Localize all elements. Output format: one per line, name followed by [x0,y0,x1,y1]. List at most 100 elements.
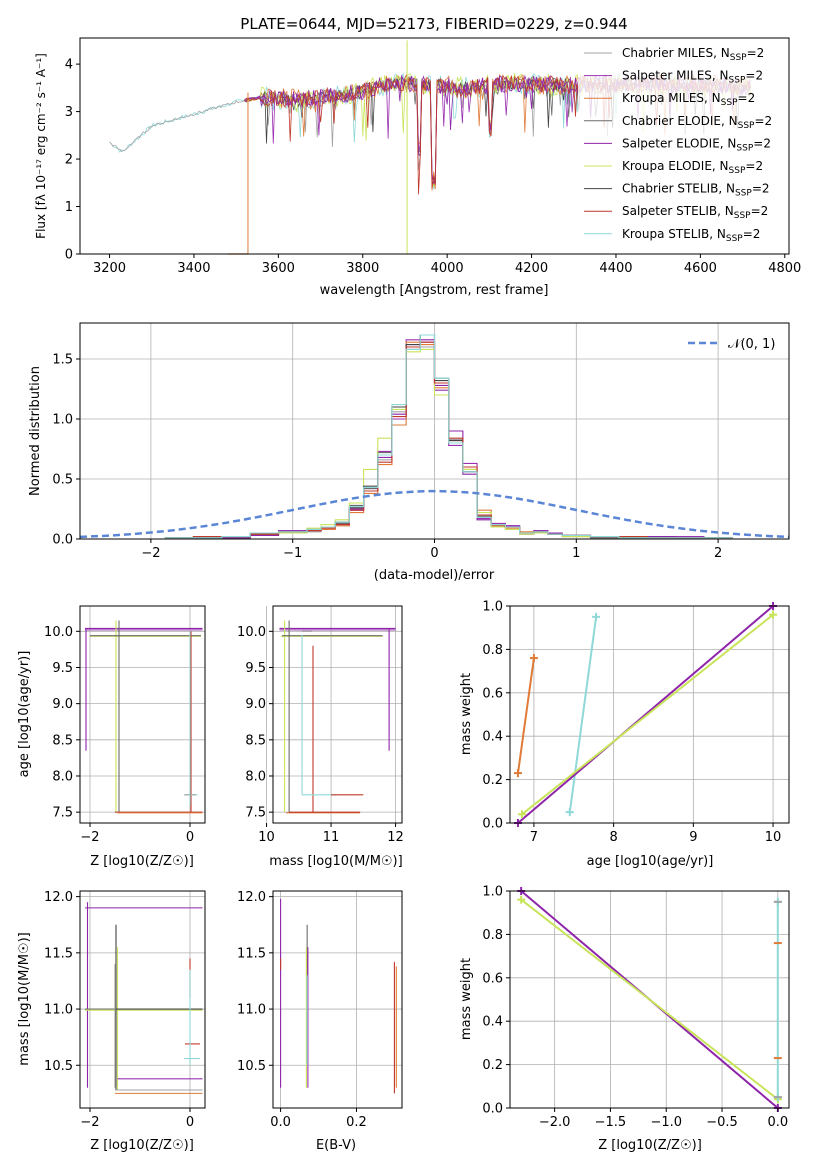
spectrum-x-tick-label: 3200 [93,261,126,276]
weight-z-y-tick-label: 0.4 [482,1015,503,1030]
mass-ebv-errorbars [280,898,397,1094]
weight-age-series-line [521,613,774,816]
mass-ebv-y-tick-label: 12.0 [237,890,266,905]
weight-age-xlabel: age [log10(age/yr)] [587,854,714,869]
age-mass-y-tick-label: 9.0 [245,697,266,712]
weight-z-lines [517,887,782,1112]
age-mass-x-tick-label: 12 [387,830,404,845]
age-mass-errorbars [279,620,396,814]
age-z-panel: Z [log10(Z/Z☉)] age [log10(age/yr)] −2 0 7… [17,605,206,869]
weight-z-series-line [520,898,779,1101]
mass-ebv-xlabel: E(B-V) [316,1138,356,1153]
mass-z-panel: Z [log10(Z/Z☉)] mass [log10(M/M☉)] −2 0 10… [17,890,206,1153]
age-z-frame [79,605,206,824]
weight-age-x-tick-label: 8 [609,830,617,845]
weight-z-y-tick-label: 0.6 [482,971,503,986]
weight-z-y-tick-label: 0.2 [482,1058,503,1073]
spectrum-x-tick-label: 4200 [515,261,548,276]
age-z-gridlines [80,606,205,823]
histogram-y-tick-label: 0.0 [52,533,73,548]
age-z-y-tick-label: 7.5 [52,806,73,821]
normal-curve [79,489,790,539]
weight-age-y-tick-label: 0.0 [482,817,503,832]
weight-age-x-tick-label: 7 [530,830,538,845]
weight-z-xlabel: Z [log10(Z/Z☉)] [598,1138,702,1153]
histogram-ticks: −2 −1 0 1 2 0.0 0.5 1.0 1.5 [52,353,722,562]
mass-ebv-x-tick-label: 0.2 [346,1115,367,1130]
histogram-y-tick-label: 0.5 [52,473,73,488]
histogram-x-tick-label: −1 [283,546,302,561]
age-z-y-tick-label: 8.0 [52,769,73,784]
age-z-y-tick-label: 9.5 [52,661,73,676]
histogram-ylabel: Normed distribution [28,366,43,496]
histogram-steps [79,334,790,540]
mass-ebv-panel: E(B-V) 0.0 0.2 10.5 11.0 11.5 12.0 [237,890,403,1153]
age-mass-x-tick-label: 10 [258,830,275,845]
mass-z-y-tick-label: 11.5 [44,946,73,961]
spectrum-legend-label: Kroupa STELIB, NSSP=2 [622,227,760,244]
spectrum-ticks: 3200 3400 3600 3800 4000 4200 4400 4600 4800 0 1 2 3… [65,58,802,276]
spectrum-y-tick-label: 1 [65,200,73,215]
spectrum-legend-label: Chabrier STELIB, NSSP=2 [622,182,770,199]
age-z-ylabel: age [log10(age/yr)] [17,651,32,778]
weight-age-ticks: 7 8 9 10 0.0 0.2 0.4 0.6 0.8 1.0 [482,600,781,846]
mass-z-x-tick-label: 0 [186,1115,194,1130]
mass-z-frame [79,890,206,1109]
weight-z-ticks: −2.0 −1.5 −1.0 −0.5 0.0 0.0 0.2 0.4 0.6 0.8 1.0 [482,885,788,1131]
spectrum-y-tick-label: 2 [65,153,73,168]
spectrum-xlabel: wavelength [Angstrom, rest frame] [320,283,549,298]
age-z-errorbars [85,620,203,814]
age-mass-y-tick-label: 7.5 [245,806,266,821]
age-mass-y-tick-label: 9.5 [245,661,266,676]
histogram-x-tick-label: 2 [714,546,722,561]
weight-z-x-tick-label: 0.0 [767,1115,788,1130]
spectrum-x-tick-label: 4600 [684,261,717,276]
weight-z-frame [509,890,790,1109]
weight-z-y-tick-label: 1.0 [482,885,503,900]
mass-ebv-frame [272,890,403,1109]
age-mass-gridlines [266,606,402,823]
spectrum-ylabel: Flux [fλ 10⁻¹⁷ erg cm⁻² s⁻¹ A⁻¹] [34,53,48,239]
age-z-x-tick-label: −2 [80,830,99,845]
weight-age-panel: age [log10(age/yr)] mass weight 7 8 9 10 0.0… [459,600,790,869]
mass-z-y-tick-label: 11.0 [44,1003,73,1018]
weight-age-y-tick-label: 0.6 [482,686,503,701]
weight-age-ylabel: mass weight [459,673,474,755]
weight-z-panel: Z [log10(Z/Z☉)] mass weight −2.0 −1.5 −1.0… [459,885,790,1153]
weight-age-y-tick-label: 0.8 [482,643,503,658]
spectrum-x-tick-label: 4800 [768,261,801,276]
age-mass-frame [272,605,403,824]
weight-z-y-tick-label: 0.0 [482,1102,503,1117]
spectrum-legend-box [578,42,784,250]
spectrum-y-tick-label: 3 [65,105,73,120]
weight-age-y-tick-label: 0.2 [482,773,503,788]
histogram-panel: (data-model)/error Normed distribution −… [28,322,790,583]
mass-z-x-tick-label: −2 [80,1115,99,1130]
spectrum-legend-label: Salpeter MILES, NSSP=2 [622,69,763,86]
mass-ebv-gridlines [273,891,402,1108]
age-z-x-tick-label: 0 [186,830,194,845]
spectrum-legend-label: Chabrier ELODIE, NSSP=2 [622,114,772,131]
mass-z-ticks: −2 0 10.5 11.0 11.5 12.0 [44,890,194,1130]
spectrum-x-tick-label: 4400 [599,261,632,276]
spectrum-x-tick-label: 3800 [346,261,379,276]
spectrum-y-tick-label: 0 [65,248,73,263]
mass-z-xlabel: Z [log10(Z/Z☉)] [90,1138,194,1153]
weight-z-x-tick-label: −1.0 [650,1115,682,1130]
age-z-y-tick-label: 10.0 [44,625,73,640]
mass-ebv-y-tick-label: 11.0 [237,1003,266,1018]
age-mass-xlabel: mass [log10(M/M☉)] [269,854,402,869]
age-z-y-tick-label: 8.5 [52,733,73,748]
age-mass-ticks: 10 11 12 7.5 8.0 8.5 9.0 9.5 10.0 [237,625,404,845]
spectrum-y-tick-label: 4 [65,58,73,73]
mass-z-errorbars [85,902,203,1094]
weight-age-series-line [517,657,535,774]
weight-age-x-tick-label: 9 [689,830,697,845]
histogram-legend: 𝒩(0, 1) [688,337,775,352]
mass-ebv-y-tick-label: 10.5 [237,1059,266,1074]
weight-age-series-line [517,605,774,824]
histogram-x-tick-label: −2 [141,546,160,561]
histogram-series-step [80,334,789,540]
normal-legend-label: 𝒩(0, 1) [728,337,775,352]
